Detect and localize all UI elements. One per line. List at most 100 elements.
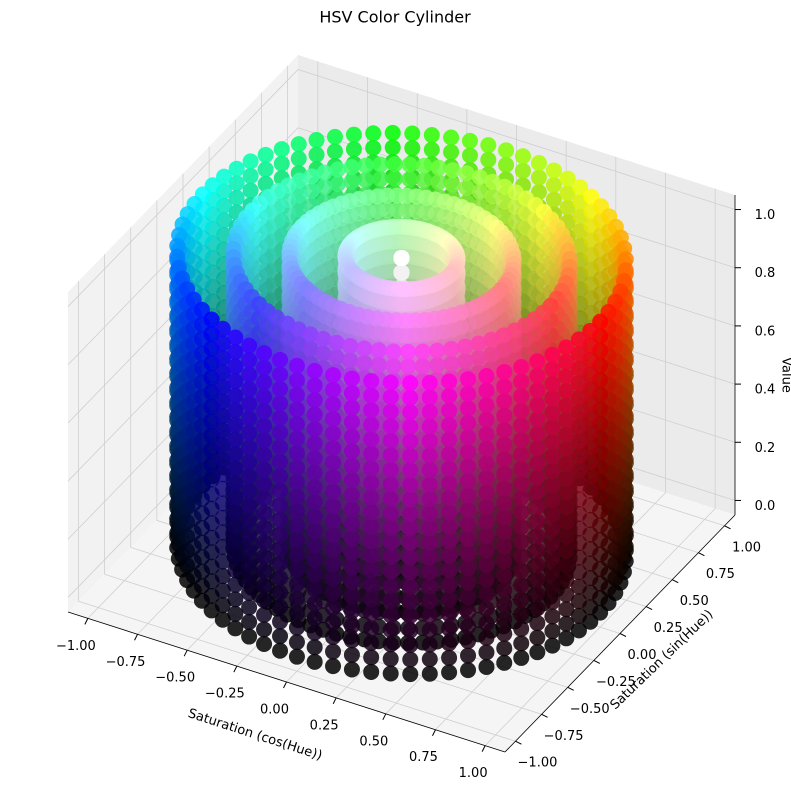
point (480, 151, 497, 168)
point (572, 179, 589, 196)
point (242, 182, 259, 199)
y-tick-label: 0.25 (654, 621, 683, 636)
y-tick-label: 1.00 (732, 540, 761, 555)
x-tick-label: 0.50 (359, 734, 388, 749)
z-tick-label: 0.2 (755, 441, 776, 456)
point (343, 173, 360, 190)
x-tick-label: 0.25 (310, 718, 339, 733)
x-tick (134, 634, 138, 641)
point (458, 165, 475, 182)
point (471, 183, 488, 200)
y-tick-label: 0.50 (680, 594, 709, 609)
point (326, 143, 343, 160)
point (444, 176, 461, 193)
point (423, 127, 440, 144)
point (273, 141, 290, 158)
x-tick (332, 697, 337, 705)
point (484, 188, 501, 205)
point (461, 147, 478, 164)
point (401, 156, 418, 173)
point (357, 157, 374, 174)
point (430, 174, 447, 191)
y-tick-label: 0.75 (706, 567, 735, 582)
point (386, 156, 403, 173)
y-tick (541, 713, 548, 718)
point (430, 159, 447, 176)
point (416, 157, 433, 174)
x-tick-label: 0.00 (260, 703, 289, 718)
point (345, 126, 362, 143)
point (329, 161, 346, 178)
point (471, 169, 488, 186)
point (242, 153, 259, 170)
x-tick-label: −0.25 (205, 687, 245, 702)
point (257, 175, 274, 192)
point (257, 161, 274, 178)
y-tick-label: 0.00 (628, 648, 657, 663)
z-tick-label: 0.4 (755, 383, 776, 398)
point (443, 129, 460, 146)
point (303, 182, 320, 199)
point (404, 140, 421, 157)
x-tick (183, 649, 188, 657)
point (384, 124, 401, 141)
point (316, 179, 333, 196)
point (514, 148, 531, 165)
point (480, 137, 497, 154)
y-tick (698, 552, 705, 557)
point (384, 139, 401, 156)
z-tick-label: 1.0 (755, 208, 776, 223)
point (345, 141, 362, 158)
point (316, 164, 333, 181)
point (416, 172, 433, 189)
point (216, 168, 233, 185)
point (559, 199, 576, 216)
y-tick (672, 579, 679, 584)
x-tick-label: −0.75 (106, 655, 146, 670)
y-tick (724, 525, 731, 530)
z-tick-label: 0.8 (755, 266, 776, 281)
point (290, 150, 307, 167)
y-tick (619, 633, 627, 637)
y-tick-label: −0.25 (596, 675, 636, 690)
x-tick (382, 713, 387, 721)
point (404, 125, 421, 142)
z-axis-label: Value (779, 357, 791, 393)
point (458, 179, 475, 196)
y-tick (515, 740, 522, 745)
point (228, 175, 245, 192)
x-tick-label: −1.00 (56, 639, 96, 654)
grid-line (78, 600, 516, 742)
y-tick-label: −0.75 (544, 729, 584, 744)
point (386, 170, 403, 187)
point (498, 156, 515, 173)
x-tick (432, 729, 436, 736)
point (357, 172, 374, 189)
point (228, 189, 245, 206)
grid-line (104, 573, 542, 715)
z-tick-label: 0.6 (755, 324, 776, 339)
point (401, 171, 418, 188)
point (326, 128, 343, 145)
chart-title: HSV Color Cylinder (319, 8, 471, 27)
point (343, 159, 360, 176)
point (530, 184, 547, 201)
grid-line (67, 69, 299, 307)
point (308, 146, 325, 163)
x-tick (283, 681, 287, 689)
y-tick (645, 606, 653, 611)
point (303, 168, 320, 185)
point (308, 132, 325, 149)
point (461, 132, 478, 149)
y-tick (567, 686, 574, 691)
x-tick (233, 665, 238, 673)
x-axis-label: Saturation (cos(Hue)) (186, 706, 324, 764)
point (530, 169, 547, 186)
point (423, 141, 440, 158)
x-tick-label: −0.50 (155, 671, 195, 686)
point (273, 155, 290, 172)
point (444, 162, 461, 179)
z-tick-label: 0.0 (755, 499, 776, 514)
y-tick-label: −0.50 (570, 702, 610, 717)
